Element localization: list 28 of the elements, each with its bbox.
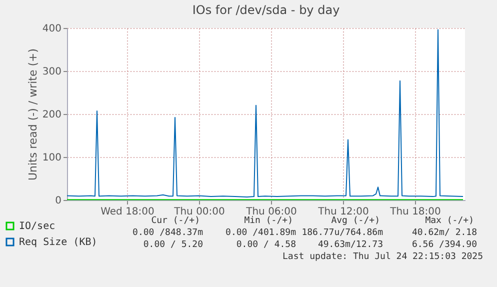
- x-tick-label: Thu 18:00: [389, 206, 441, 218]
- line-series: [66, 29, 464, 198]
- text: Cur (-/+): [151, 216, 200, 226]
- legend-label: IO/sec: [19, 221, 56, 232]
- text: 0.00 /401.89m: [226, 228, 296, 238]
- text: 0.00 / 5.20: [143, 240, 203, 250]
- text: 186.77u/764.86m: [302, 228, 383, 238]
- y-tick-label: 200: [42, 110, 62, 120]
- y-tick-label: 0: [55, 196, 62, 206]
- legend-label: Req Size (KB): [19, 237, 98, 248]
- x-tick-label: Thu 00:00: [173, 206, 225, 218]
- text: Avg (-/+): [331, 216, 380, 226]
- text: Max (-/+): [425, 216, 474, 226]
- text: 6.56 /394.90: [412, 240, 477, 250]
- x-tick-label: Wed 18:00: [100, 206, 154, 218]
- chart-title: IOs for /dev/sda - by day: [192, 3, 340, 17]
- x-tick-label: Thu 06:00: [245, 206, 297, 218]
- text: Min (-/+): [244, 216, 293, 226]
- text: Last update: Thu Jul 24 22:15:03 2025: [282, 252, 483, 262]
- text: 40.62m/ 2.18: [412, 228, 477, 238]
- text: 0.00 /848.37m: [132, 228, 203, 238]
- y-tick-label: 100: [42, 152, 62, 164]
- x-tick-label: Thu 12:00: [317, 206, 369, 218]
- y-axis-title: Units read (-) / write (+): [26, 48, 40, 181]
- text: 0.00 / 4.58: [236, 240, 296, 250]
- text: 49.63m/12.73: [318, 240, 383, 250]
- y-tick-label: 400: [42, 24, 62, 34]
- y-tick-label: 300: [42, 66, 62, 78]
